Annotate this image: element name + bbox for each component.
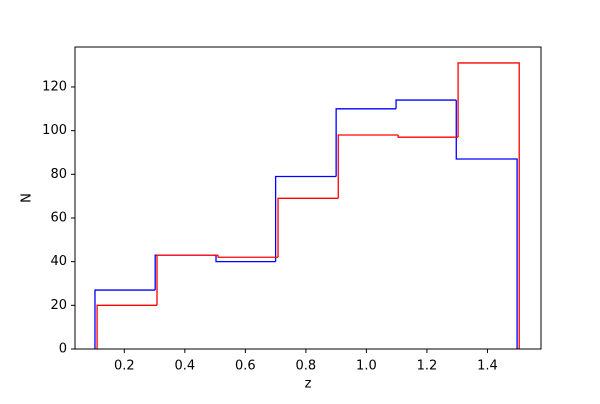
y-tick-label: 40	[50, 254, 67, 269]
y-tick-label: 20	[50, 298, 67, 313]
x-tick-label: 1.2	[417, 359, 438, 374]
histogram-step	[96, 304, 158, 349]
histogram-step	[217, 255, 279, 258]
histogram-step	[395, 99, 457, 109]
y-tick-label: 120	[42, 79, 67, 94]
histogram-step	[94, 289, 156, 349]
histogram-step	[277, 197, 339, 258]
histogram-step	[397, 135, 459, 138]
x-tick-label: 1.4	[477, 359, 498, 374]
histogram-step	[337, 134, 399, 199]
y-tick-label: 80	[50, 167, 67, 182]
x-tick-label: 0.6	[235, 359, 256, 374]
histogram-step	[274, 175, 337, 262]
histogram-step	[455, 100, 518, 349]
y-tick-label: 60	[50, 210, 67, 225]
y-tick-label: 0	[59, 342, 67, 357]
plot-frame	[74, 46, 542, 350]
x-tick-label: 0.4	[174, 359, 195, 374]
histogram-step	[215, 255, 276, 263]
histogram-step	[457, 62, 520, 349]
x-tick-label: 0.2	[114, 359, 135, 374]
x-tick-label: 1.0	[356, 359, 377, 374]
x-axis-label: z	[305, 377, 312, 392]
y-tick-label: 100	[42, 123, 67, 138]
histogram-step	[154, 254, 217, 291]
histogram-step	[335, 108, 397, 177]
histogram-step	[156, 254, 219, 306]
x-tick-label: 0.8	[296, 359, 317, 374]
y-axis-label: N	[20, 193, 35, 203]
